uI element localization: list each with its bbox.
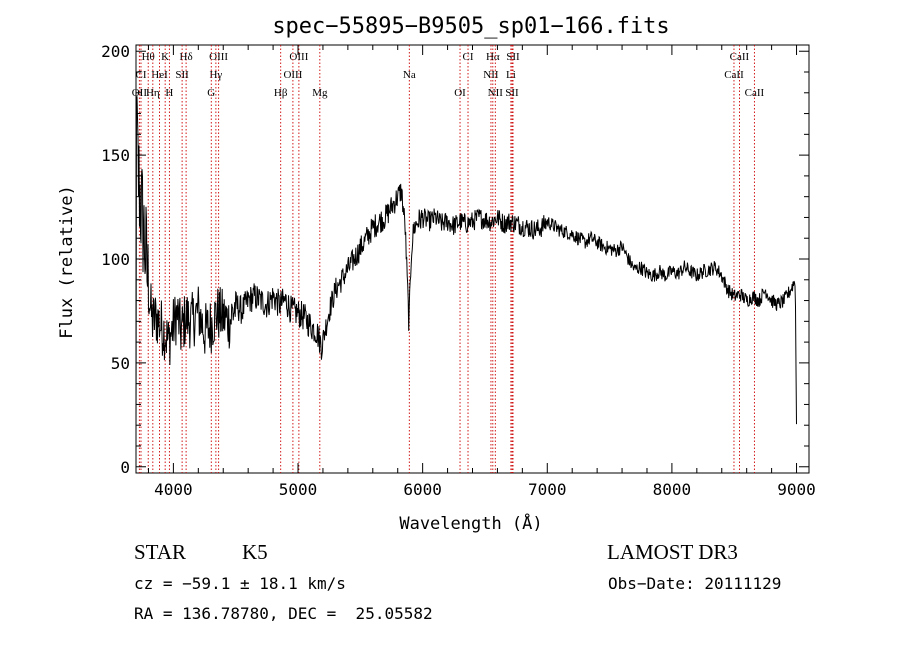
spectrum-line bbox=[135, 96, 797, 437]
survey-name: LAMOST DR3 bbox=[607, 540, 738, 564]
line-marker-label: K bbox=[161, 51, 169, 63]
line-markers: Hθ K Hδ OIII OIII CI Hα SII CaII CI HeI SII Hγ OIII Na… bbox=[132, 45, 765, 473]
line-marker-label: Hδ bbox=[180, 51, 193, 63]
line-marker-label: OI bbox=[454, 87, 466, 99]
x-axis-label: Wavelength (Å) bbox=[399, 512, 542, 534]
line-marker-label: Hθ bbox=[142, 51, 155, 63]
line-marker-label: OIII bbox=[289, 51, 308, 63]
x-tick-label: 7000 bbox=[528, 480, 567, 499]
chart-title: spec−55895−B9505_sp01−166.fits bbox=[272, 14, 669, 39]
x-tick-label: 4000 bbox=[154, 480, 193, 499]
line-marker-label: Mg bbox=[312, 87, 328, 99]
x-tick-label: 6000 bbox=[403, 480, 442, 499]
line-marker-label: SII bbox=[505, 87, 519, 99]
line-marker-label: NII bbox=[483, 69, 499, 81]
line-marker-label: SII bbox=[506, 51, 520, 63]
line-marker-label: Li bbox=[506, 69, 516, 81]
line-marker-label: Hγ bbox=[209, 69, 222, 81]
line-marker-label: HeI bbox=[151, 69, 168, 81]
line-marker-label: CI bbox=[463, 51, 474, 63]
line-marker-label: OIII bbox=[209, 51, 228, 63]
line-marker-label: NII bbox=[488, 87, 504, 99]
y-axis-label: Flux (relative) bbox=[57, 185, 77, 339]
y-tick-label: 0 bbox=[120, 458, 130, 477]
line-marker-label: CI bbox=[135, 69, 146, 81]
y-tick-label: 200 bbox=[101, 42, 130, 61]
axis-ticks: 4000 5000 6000 7000 8000 9000 0 50 100 150 200 bbox=[101, 42, 816, 499]
observation-date: Obs−Date: 20111129 bbox=[608, 574, 782, 593]
line-marker-label: H bbox=[165, 87, 173, 99]
line-marker-label: CaII bbox=[730, 51, 750, 63]
line-marker-label: Hβ bbox=[274, 87, 288, 99]
redshift-cz: cz = −59.1 ± 18.1 km/s bbox=[134, 574, 346, 593]
line-marker-label: Hη bbox=[146, 87, 160, 99]
object-subclass: K5 bbox=[242, 540, 268, 564]
y-tick-label: 50 bbox=[111, 354, 130, 373]
y-tick-label: 150 bbox=[101, 146, 130, 165]
ra-dec: RA = 136.78780, DEC = 25.05582 bbox=[134, 604, 433, 623]
line-marker-label: CaII bbox=[724, 69, 744, 81]
x-tick-label: 9000 bbox=[777, 480, 816, 499]
line-marker-label: Na bbox=[403, 69, 416, 81]
line-marker-label: SII bbox=[175, 69, 189, 81]
line-marker-label: OIII bbox=[283, 69, 302, 81]
line-marker-label: Hα bbox=[486, 51, 500, 63]
plot-frame bbox=[135, 44, 810, 474]
line-marker-label: CaII bbox=[745, 87, 765, 99]
x-tick-label: 8000 bbox=[653, 480, 692, 499]
y-tick-label: 100 bbox=[101, 250, 130, 269]
x-tick-label: 5000 bbox=[279, 480, 318, 499]
line-marker-label: G bbox=[207, 87, 215, 99]
object-class: STAR bbox=[134, 540, 186, 564]
